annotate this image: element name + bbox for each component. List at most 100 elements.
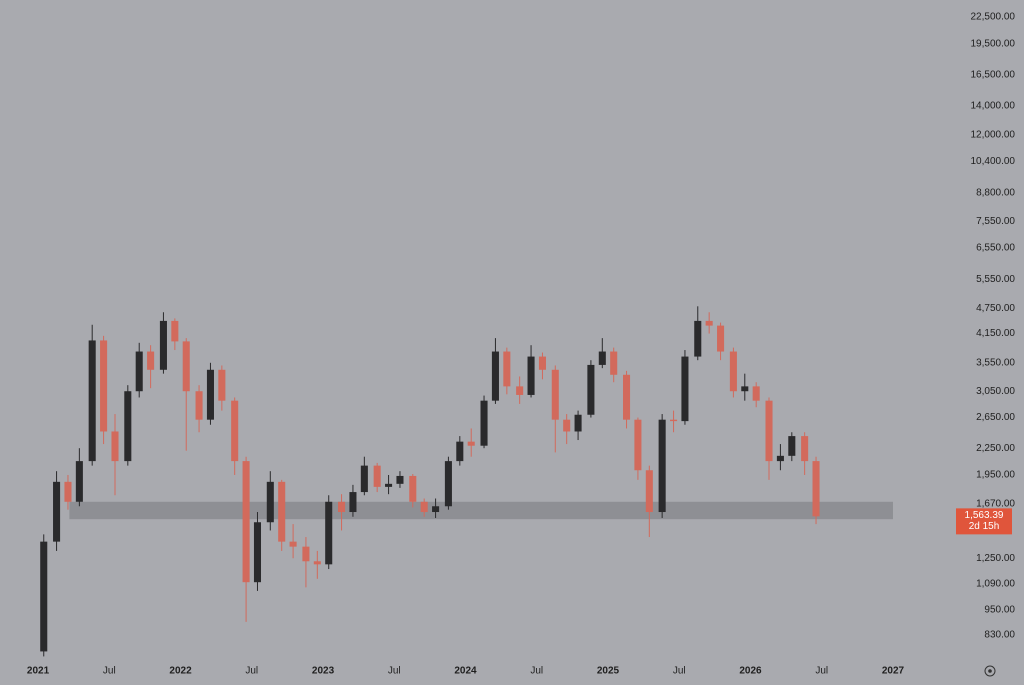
candle-body [765, 400, 773, 462]
y-tick-label: 1,950.00 [976, 470, 1015, 481]
candle-body [503, 351, 511, 387]
candle-body [338, 501, 346, 513]
candle-body [111, 431, 119, 462]
candle-body [302, 546, 310, 562]
y-tick-label: 2,250.00 [976, 443, 1015, 454]
candle-body [218, 369, 226, 401]
candle-body [253, 522, 262, 583]
candle-body [610, 351, 618, 375]
candle-body [634, 419, 642, 471]
candle-body [622, 374, 631, 420]
y-tick-label: 6,550.00 [976, 243, 1015, 254]
y-tick-label: 12,000.00 [971, 129, 1016, 140]
candle-body [574, 414, 582, 432]
candle-body [289, 541, 297, 547]
candle-body [385, 483, 393, 487]
x-tick-label: 2022 [169, 666, 192, 677]
candle-body [812, 461, 820, 517]
candle-body [516, 386, 524, 395]
candle-body [373, 465, 381, 487]
candle-body [195, 391, 203, 420]
candle-body [788, 436, 796, 456]
candle-body [645, 470, 653, 513]
y-tick-label: 830.00 [984, 630, 1015, 641]
candle-body [325, 501, 333, 565]
candle-body [231, 400, 239, 462]
x-tick-label: 2027 [882, 666, 905, 677]
y-tick-label: 4,150.00 [976, 328, 1015, 339]
candle-body [538, 356, 546, 370]
candle-body [182, 341, 190, 392]
y-tick-label: 8,800.00 [976, 187, 1015, 198]
candle-body [563, 419, 571, 432]
candle-body [717, 325, 725, 352]
y-tick-label: 1,250.00 [976, 553, 1015, 564]
candle-body [598, 351, 606, 365]
y-tick-label: 2,650.00 [976, 412, 1015, 423]
candle-body [147, 351, 155, 370]
candle-body [444, 461, 452, 507]
x-tick-label: Jul [245, 666, 258, 677]
y-tick-label: 5,550.00 [976, 274, 1015, 285]
x-tick-label: Jul [388, 666, 401, 677]
y-tick-label: 22,500.00 [971, 12, 1016, 23]
y-tick-label: 1,090.00 [976, 579, 1015, 590]
candle-body [396, 475, 404, 484]
candle-body [159, 320, 167, 370]
y-tick-label: 16,500.00 [971, 70, 1016, 81]
candle-body [670, 419, 678, 422]
candle-body [741, 386, 749, 392]
candle-body [360, 465, 368, 493]
candle-body [467, 441, 475, 446]
x-tick-label: Jul [530, 666, 543, 677]
y-tick-label: 3,550.00 [976, 357, 1015, 368]
candle-body [694, 320, 702, 357]
candle-body [705, 320, 713, 326]
x-tick-label: 2025 [597, 666, 620, 677]
y-tick-label: 10,400.00 [971, 156, 1016, 167]
last-price-label: 1,563.39 [965, 510, 1004, 521]
candle-body [88, 340, 96, 462]
candle-body [100, 340, 108, 432]
settings-icon-dot [988, 669, 992, 673]
candle-body [551, 369, 559, 420]
y-tick-label: 19,500.00 [971, 38, 1016, 49]
x-tick-label: 2023 [312, 666, 335, 677]
x-tick-label: 2021 [27, 666, 50, 677]
y-tick-label: 7,550.00 [976, 216, 1015, 227]
candle-body [409, 475, 417, 502]
candle-body [658, 419, 666, 513]
candle-body [752, 386, 760, 401]
y-tick-label: 14,000.00 [971, 100, 1016, 111]
candle-body [480, 400, 488, 446]
x-tick-label: 2024 [454, 666, 477, 677]
settings-icon[interactable] [984, 665, 996, 677]
x-tick-label: Jul [103, 666, 116, 677]
x-tick-label: 2026 [739, 666, 762, 677]
candle-body [776, 455, 784, 462]
candle-body [456, 441, 464, 462]
candle-body [171, 320, 179, 342]
candle-body [40, 541, 48, 652]
candle-body [681, 356, 689, 422]
candle-body [349, 492, 357, 513]
candle-body [420, 501, 428, 513]
support-zone [69, 501, 893, 520]
candle-body [64, 481, 72, 502]
candle-body [135, 351, 143, 392]
candle-body [729, 351, 737, 392]
candle-body [491, 351, 499, 401]
candle-body [587, 364, 595, 415]
candle-body [801, 436, 809, 462]
last-price-box [956, 508, 1012, 535]
x-tick-label: Jul [673, 666, 686, 677]
candle-body [53, 481, 61, 542]
y-tick-label: 1,670.00 [976, 499, 1015, 510]
x-tick-label: Jul [815, 666, 828, 677]
candle-body [432, 506, 440, 513]
y-tick-label: 4,750.00 [976, 303, 1015, 314]
y-tick-label: 950.00 [984, 604, 1015, 615]
candle-body [266, 481, 274, 523]
